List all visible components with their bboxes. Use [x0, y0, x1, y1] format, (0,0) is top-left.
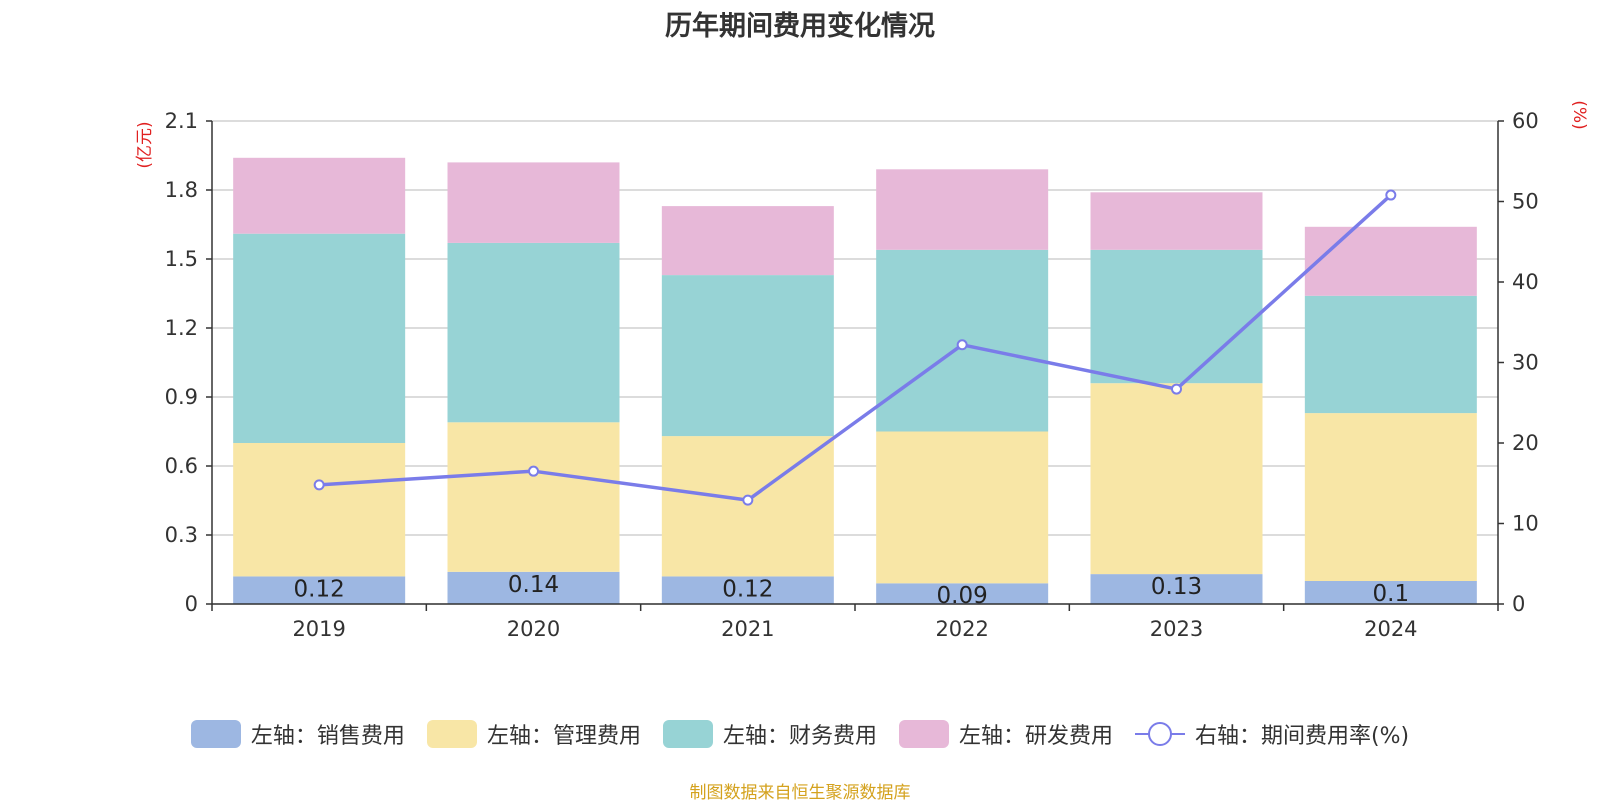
y-left-tick-label: 0.3 [165, 523, 198, 547]
legend: 左轴：销售费用 左轴：管理费用 左轴：财务费用 左轴：研发费用 右轴：期间费用率(%) [0, 718, 1600, 750]
y-left-tick-label: 2.1 [165, 109, 198, 133]
legend-label: 右轴：期间费用率(%) [1194, 724, 1410, 749]
legend-swatch [426, 720, 477, 748]
bar-data-label: 0.13 [1151, 574, 1202, 600]
bar-segment [1090, 574, 1263, 604]
x-tick-label: 2021 [721, 617, 774, 641]
bar-segment [1090, 249, 1263, 384]
legend-item[interactable]: 左轴：管理费用 [426, 718, 641, 750]
y-right-tick-label: 0 [1512, 592, 1525, 616]
bar-data-label: 0.1 [1373, 581, 1410, 607]
legend-swatch [898, 720, 949, 748]
bar-segment [233, 576, 406, 604]
y-right-tick-label: 60 [1512, 109, 1539, 133]
y-right-tick-label: 20 [1512, 431, 1539, 455]
line-point [1385, 189, 1397, 201]
line-point [528, 465, 539, 477]
legend-label: 左轴：研发费用 [958, 724, 1113, 749]
y-right-unit: (%) [1569, 100, 1589, 129]
legend-item[interactable]: 左轴：研发费用 [898, 718, 1113, 750]
legend-label: 左轴：销售费用 [250, 724, 405, 749]
y-left-tick-label: 0 [185, 592, 198, 616]
y-right-tick-label: 40 [1512, 270, 1539, 294]
x-tick-label: 2019 [292, 617, 345, 641]
bar-segment [1090, 383, 1263, 575]
bar-segment [661, 576, 834, 604]
bar-segment [233, 157, 406, 234]
y-left-unit: (亿元) [135, 121, 155, 168]
y-right-tick-label: 50 [1512, 190, 1539, 214]
x-tick-label: 2022 [935, 617, 988, 641]
bar-segment [1304, 413, 1477, 581]
y-left-tick-label: 1.2 [165, 316, 198, 340]
y-right-tick-label: 10 [1512, 512, 1539, 536]
legend-item[interactable]: 左轴：销售费用 [190, 718, 405, 750]
legend-line-icon [1134, 722, 1185, 746]
bar-segment [661, 275, 834, 437]
y-left-tick-label: 1.8 [165, 178, 198, 202]
legend-swatch [190, 720, 241, 748]
legend-item[interactable]: 左轴：财务费用 [662, 718, 877, 750]
bar-data-label: 0.12 [722, 576, 773, 602]
legend-label: 左轴：管理费用 [486, 724, 641, 749]
line-series [319, 193, 1393, 502]
x-tick-label: 2020 [507, 617, 560, 641]
x-tick-label: 2023 [1150, 617, 1203, 641]
bar-data-label: 0.09 [937, 583, 988, 609]
bar-segment [447, 242, 620, 423]
line-point [742, 494, 754, 506]
bar-segment [447, 422, 620, 572]
bar-segment [876, 169, 1049, 250]
line-point [1171, 383, 1182, 395]
line-point [956, 339, 968, 351]
y-left-tick-label: 1.5 [165, 247, 198, 271]
line-point [313, 479, 325, 491]
y-left-tick-label: 0.9 [165, 385, 198, 409]
bar-data-label: 0.14 [508, 572, 559, 598]
bar-segment [447, 162, 620, 243]
bar-segment [1304, 226, 1477, 296]
bar-data-label: 0.12 [294, 576, 345, 602]
legend-swatch [662, 720, 713, 748]
bar-segment [233, 443, 406, 577]
bar-segment [1304, 295, 1477, 414]
chart-title: 历年期间费用变化情况 [665, 11, 935, 42]
source-note: 制图数据来自恒生聚源数据库 [689, 783, 911, 803]
y-right-tick-label: 30 [1512, 351, 1539, 375]
legend-item[interactable]: 右轴：期间费用率(%) [1134, 718, 1410, 750]
bar-segment [876, 583, 1049, 604]
bar-segment [233, 233, 406, 443]
bar-segment [447, 571, 620, 604]
bar-segment [1090, 192, 1263, 250]
chart-plot: 0 0.3 0.6 0.9 1.2 1.5 1.8 2.1 0 10 20 30 40 50 60 (亿元) (… [135, 100, 1589, 641]
x-tick-label: 2024 [1364, 617, 1417, 641]
bar-segment [661, 206, 834, 276]
legend-label: 左轴：财务费用 [722, 724, 877, 749]
bar-segment [876, 431, 1049, 584]
y-left-tick-label: 0.6 [165, 454, 198, 478]
bar-segment [1304, 581, 1477, 604]
